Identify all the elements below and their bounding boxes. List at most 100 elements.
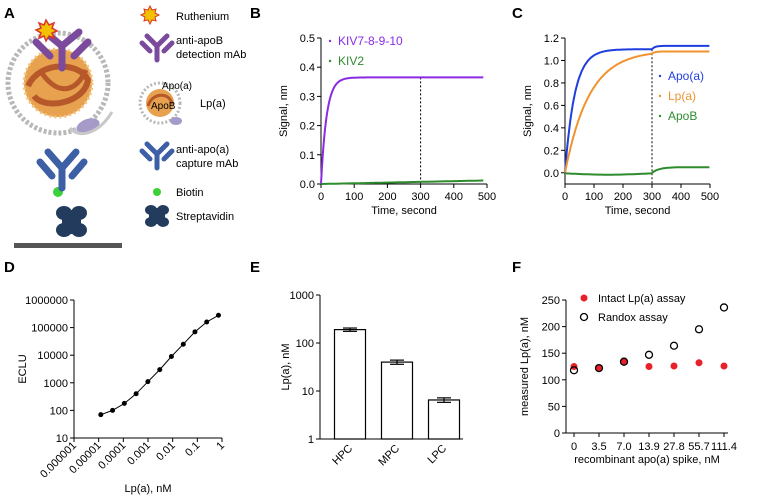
- data-point: [192, 329, 198, 335]
- x-tick-label: LPC: [425, 443, 449, 467]
- x-tick-label: 0.01: [154, 440, 178, 464]
- bar-lpc: [427, 399, 461, 440]
- legend-ruthenium-icon: [139, 4, 161, 26]
- data-point-randox: [619, 357, 629, 366]
- panel-letter-d: D: [4, 259, 15, 276]
- data-point: [121, 400, 127, 406]
- series-line-apob: [564, 166, 710, 176]
- x-tick-label: 200: [378, 191, 396, 203]
- panel-letter-c: C: [512, 5, 523, 22]
- panel-letter-f: F: [512, 259, 521, 276]
- y-tick-label: 10: [56, 433, 68, 445]
- data-point: [168, 353, 174, 359]
- x-tick-label: 300: [411, 191, 429, 203]
- data-point-intact: [720, 362, 728, 370]
- x-tick-label: 7.0: [616, 441, 631, 453]
- data-point: [110, 407, 116, 413]
- y-tick-label: 0.1: [300, 150, 315, 162]
- y-tick-label: 10000: [37, 350, 68, 362]
- y-tick-label: 100: [50, 405, 68, 417]
- y-tick-label: 1000: [44, 378, 68, 390]
- legend-apoa-label: Apo(a): [162, 81, 192, 92]
- data-point-randox: [694, 325, 704, 334]
- y-axis-title: Signal, nm: [522, 85, 534, 137]
- y-tick-label: 100: [296, 338, 314, 350]
- legend-ruthenium-label: Ruthenium: [176, 11, 229, 23]
- ruthenium-label-icon: [34, 18, 59, 43]
- panel-letter-a: A: [4, 5, 15, 22]
- y-tick-label: 10: [302, 386, 314, 398]
- legend-capture-antibody-icon: [139, 141, 175, 171]
- legend-marker: [658, 114, 662, 118]
- schematic-panel-a: Ruthenium anti-apoB detection mAb Apo(a)…: [5, 4, 246, 248]
- x-tick-label: 13.9: [638, 441, 659, 453]
- x-tick-label: 0.0001: [96, 440, 128, 472]
- data-point: [180, 341, 186, 347]
- bar-mpc: [380, 361, 414, 440]
- legend-detection-label-1: anti-apoB: [176, 35, 223, 47]
- y-axis-title: ECLU: [17, 354, 29, 383]
- legend-detection-label-2: detection mAb: [176, 49, 246, 61]
- data-point-intact: [620, 357, 628, 365]
- legend-apob-label: ApoB: [151, 101, 176, 112]
- panel-letter-b: B: [250, 5, 261, 22]
- x-tick-label: 0: [318, 191, 324, 203]
- data-point: [98, 412, 104, 418]
- detection-antibody-icon: [32, 28, 92, 72]
- chart-e-controls-bar: 1 10 100 1000 Lp(a), nM HPC MPC LPC: [280, 290, 463, 468]
- x-tick-label: 0: [571, 441, 577, 453]
- y-axis-title: measured Lp(a), nM: [519, 317, 531, 416]
- y-tick-label: 0.3: [300, 91, 315, 103]
- y-tick-label: 0.2: [544, 145, 559, 157]
- streptavidin-icon: [56, 206, 87, 237]
- y-tick-label: 1000: [290, 290, 314, 302]
- legend-label: Lp(a): [668, 89, 696, 103]
- y-tick-label: 250: [542, 295, 560, 307]
- chart-b-binding-kiv: 0.0 0.1 0.2 0.3 0.4 0.5 0 100 200 300 400 500 Time, …: [278, 33, 496, 217]
- legend-label: Randox assay: [598, 312, 668, 324]
- y-tick-label: 0.6: [544, 100, 559, 112]
- legend-lpa-icon: [138, 81, 182, 125]
- y-tick-label: 0.0: [544, 168, 559, 180]
- data-point-randox: [669, 341, 679, 350]
- y-tick-label: 0.2: [300, 121, 315, 133]
- x-tick-label: MPC: [376, 443, 402, 469]
- y-tick-label: 0.5: [300, 33, 315, 45]
- x-tick-label: 55.7: [688, 441, 709, 453]
- series-line-lp-a-: [564, 50, 710, 174]
- lpa-particle-icon: [5, 30, 114, 136]
- data-point-randox: [644, 350, 654, 359]
- standard-curve-line: [100, 314, 219, 416]
- y-tick-label: 0: [554, 428, 560, 440]
- legend-label: Apo(a): [668, 69, 704, 83]
- data-point-intact: [670, 362, 678, 370]
- y-tick-label: 0.4: [544, 123, 559, 135]
- x-tick-label: 400: [672, 191, 690, 203]
- y-tick-label: 1000000: [25, 295, 68, 307]
- y-tick-label: 50: [548, 401, 560, 413]
- data-point-randox: [569, 366, 579, 375]
- legend-capture-label-2: capture mAb: [176, 158, 238, 170]
- legend-capture-label-1: anti-apo(a): [176, 144, 229, 156]
- data-point-intact: [595, 364, 603, 372]
- assay-surface: [14, 243, 122, 248]
- data-point-randox: [719, 303, 729, 312]
- y-tick-label: 0.0: [300, 179, 315, 191]
- x-axis-title: Time, second: [605, 205, 671, 217]
- y-tick-label: 200: [542, 322, 560, 334]
- x-tick-label: 100: [585, 191, 603, 203]
- panel-letter-e: E: [250, 259, 260, 276]
- x-tick-label: 1: [214, 440, 227, 453]
- legend-marker: [580, 294, 588, 302]
- x-tick-label: 100: [345, 191, 363, 203]
- x-tick-label: 200: [614, 191, 632, 203]
- y-tick-label: 100000: [31, 323, 68, 335]
- series-line-kiv7-8-9-10: [320, 76, 484, 185]
- legend-marker: [579, 312, 589, 322]
- data-point-intact: [645, 363, 653, 370]
- data-point: [133, 391, 139, 397]
- y-tick-label: 100: [542, 375, 560, 387]
- data-point: [204, 319, 210, 325]
- capture-antibody-icon: [36, 148, 88, 192]
- legend-marker: [658, 94, 662, 98]
